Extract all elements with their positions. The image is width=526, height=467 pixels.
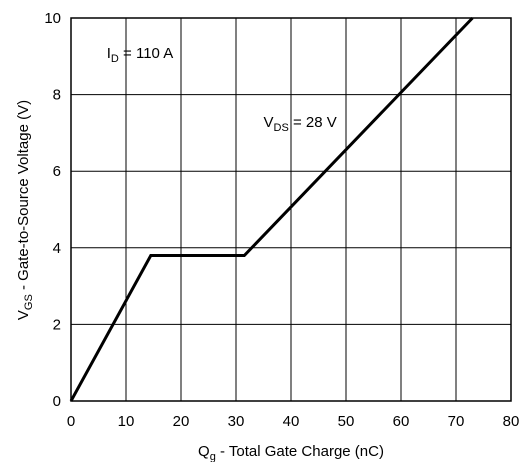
- x-axis-title-rest: - Total Gate Charge (nC): [216, 443, 384, 460]
- annotation-label: VDS = 28 V: [264, 114, 337, 134]
- annotation-main: V: [264, 114, 274, 131]
- y-axis-title: VGS - Gate-to-Source Voltage (V): [15, 100, 35, 320]
- series-layer: [69, 16, 474, 402]
- annotation-rest: = 110 A: [119, 45, 173, 62]
- x-tick-label: 60: [393, 413, 410, 430]
- x-tick-label: 0: [67, 413, 75, 430]
- x-tick-label: 70: [448, 413, 465, 430]
- y-tick-label: 2: [53, 316, 61, 333]
- y-tick-label: 4: [53, 240, 61, 257]
- y-axis-title-sub: GS: [23, 294, 35, 310]
- annotation-sub: DS: [274, 122, 289, 134]
- y-tick-label: 8: [53, 87, 61, 104]
- y-tick-label: 0: [53, 393, 61, 410]
- plot-frame: [70, 17, 512, 402]
- series-line: [69, 16, 474, 402]
- x-tick-label: 20: [173, 413, 190, 430]
- annotations: ID = 110 A VDS = 28 V: [107, 45, 337, 134]
- grid-lines: [71, 18, 511, 401]
- x-tick-label: 50: [338, 413, 355, 430]
- y-axis-title-main: V: [15, 310, 32, 320]
- y-tick-label: 6: [53, 163, 61, 180]
- x-tick-label: 30: [228, 413, 245, 430]
- annotation-rest: = 28 V: [289, 114, 337, 131]
- x-tick-label: 10: [118, 413, 135, 430]
- x-tick-label: 80: [503, 413, 520, 430]
- annotation-sub: D: [111, 53, 119, 65]
- x-tick-label: 40: [283, 413, 300, 430]
- y-axis-title-rest: - Gate-to-Source Voltage (V): [15, 100, 32, 294]
- annotation-label: ID = 110 A: [107, 45, 173, 65]
- x-axis-title-main: Q: [198, 443, 210, 460]
- y-tick-labels: 0 2 4 6 8 10: [44, 10, 61, 410]
- x-tick-labels: 0 10 20 30 40 50 60 70 80: [67, 413, 520, 430]
- annotation-main: I: [107, 45, 111, 62]
- x-axis-title: Qg - Total Gate Charge (nC): [198, 443, 384, 462]
- x-axis-title-sub: g: [210, 451, 216, 462]
- y-tick-label: 10: [44, 10, 61, 27]
